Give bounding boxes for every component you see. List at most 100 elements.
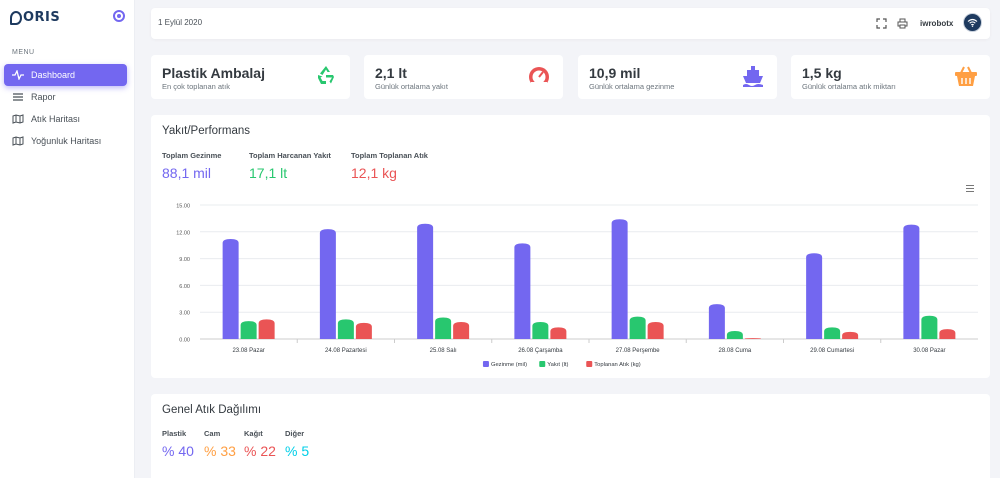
stat-value: 10,9 mil — [589, 65, 641, 81]
legend-swatch — [539, 361, 546, 367]
y-tick-label: 9.00 — [179, 257, 190, 263]
metric-value: % 5 — [285, 443, 310, 459]
logo-mark-icon — [10, 10, 22, 25]
chart-bar — [532, 322, 549, 339]
top-bar: 1 Eylül 2020 iwrobotx — [151, 8, 990, 39]
chart-bar — [453, 322, 470, 339]
app-logo[interactable]: ORIS — [10, 10, 60, 25]
sidebar-item-dashboard[interactable]: Dashboard — [4, 64, 127, 86]
sidebar-item-yogunluk-haritasi[interactable]: Yoğunluk Haritası — [4, 130, 127, 152]
menu-title: MENU — [12, 49, 35, 56]
chart-bar — [514, 243, 531, 339]
stat-value: Plastik Ambalaj — [162, 65, 265, 81]
panel-title: Yakıt/Performans — [162, 125, 250, 137]
stat-card-waste: 1,5 kg Günlük ortalama atık miktarı — [791, 55, 990, 99]
chart-bar — [726, 330, 743, 339]
chart-bar — [806, 253, 823, 339]
chart-bar — [903, 224, 920, 339]
chart-bar — [337, 319, 354, 339]
username[interactable]: iwrobotx — [920, 19, 954, 28]
metric-label: Kağıt — [244, 429, 263, 438]
metric-value: % 22 — [244, 443, 276, 459]
distribution-item-cam: Cam % 33 — [204, 429, 236, 459]
metric-label: Toplam Gezinme — [162, 151, 222, 160]
stat-label: Günlük ortalama atık miktarı — [802, 82, 896, 91]
chart-bar — [629, 316, 646, 339]
fullscreen-icon[interactable] — [876, 18, 887, 29]
distribution-panel: Genel Atık Dağılımı Plastik % 40 Cam % 3… — [151, 394, 990, 478]
chart-bar — [708, 304, 725, 339]
sidebar-item-label: Rapor — [31, 92, 56, 102]
sidebar-item-label: Yoğunluk Haritası — [31, 136, 102, 146]
sidebar-nav: Dashboard Rapor Atık Haritası Yoğunluk H… — [4, 64, 127, 152]
chart-bar — [824, 327, 841, 339]
metric-label: Toplam Harcanan Yakıt — [249, 151, 331, 160]
list-icon — [13, 93, 23, 101]
stat-value: 2,1 lt — [375, 65, 407, 81]
chart-bar — [611, 219, 628, 339]
stat-label: En çok toplanan atık — [162, 82, 230, 91]
metric-value: 12,1 kg — [351, 165, 397, 181]
metric-total-distance: Toplam Gezinme 88,1 mil — [162, 151, 221, 181]
chart-menu-icon[interactable] — [966, 185, 974, 192]
legend-swatch — [482, 361, 489, 367]
sidebar: ORIS MENU Dashboard Rapor Atık Haritası … — [0, 0, 135, 478]
metric-value: 88,1 mil — [162, 165, 212, 181]
y-tick-label: 12.00 — [176, 230, 190, 236]
x-tick-label: 23.08 Pazar — [232, 348, 264, 354]
logo-text: ORIS — [23, 10, 61, 25]
y-tick-label: 6.00 — [179, 284, 190, 290]
settings-icon[interactable] — [113, 10, 125, 22]
chart-bar — [921, 315, 938, 339]
gauge-icon — [529, 67, 549, 88]
x-tick-label: 28.08 Cuma — [719, 348, 752, 354]
chart-bar — [417, 223, 434, 339]
stat-card-distance: 10,9 mil Günlük ortalama gezinme — [578, 55, 777, 99]
metric-value: % 40 — [162, 443, 194, 459]
x-tick-label: 29.08 Cumartesi — [810, 348, 854, 354]
y-tick-label: 3.00 — [179, 311, 190, 317]
metric-value: 17,1 lt — [249, 165, 288, 181]
stat-card-fuel: 2,1 lt Günlük ortalama yakıt — [364, 55, 563, 99]
legend-label: Gezinme (mil) — [491, 362, 527, 368]
panel-title: Genel Atık Dağılımı — [162, 404, 262, 416]
distribution-item-diger: Diğer % 5 — [285, 429, 309, 459]
distribution-item-plastik: Plastik % 40 — [162, 429, 194, 459]
metric-total-waste: Toplam Toplanan Atık 12,1 kg — [351, 151, 428, 181]
chart-bar — [258, 319, 275, 339]
chart-bar — [550, 327, 567, 339]
x-tick-label: 27.08 Perşembe — [616, 348, 661, 354]
avatar[interactable] — [963, 13, 982, 32]
chart-bar — [647, 322, 664, 339]
stat-label: Günlük ortalama yakıt — [375, 82, 448, 91]
ship-icon — [743, 66, 763, 87]
sidebar-item-rapor[interactable]: Rapor — [4, 86, 127, 108]
recycle-icon — [318, 66, 334, 84]
x-tick-label: 24.08 Pazartesi — [325, 348, 367, 354]
map-icon — [12, 114, 24, 124]
stat-value: 1,5 kg — [802, 65, 842, 81]
stat-label: Günlük ortalama gezinme — [589, 82, 675, 91]
performance-chart: 0.00 3.00 6.00 9.00 12.00 15.00 23.08 Pazar 24.… — [176, 204, 978, 368]
metric-label: Cam — [204, 429, 221, 438]
current-date: 1 Eylül 2020 — [158, 18, 203, 27]
legend-label: Yakıt (lt) — [547, 362, 568, 368]
chart-bar — [435, 317, 452, 339]
chart-bar — [842, 331, 859, 339]
x-tick-label: 25.08 Salı — [430, 348, 457, 354]
sidebar-item-label: Atık Haritası — [31, 114, 81, 124]
chart-bar — [744, 338, 761, 339]
metric-label: Plastik — [162, 429, 187, 438]
distribution-item-kagit: Kağıt % 22 — [244, 429, 276, 459]
activity-icon — [12, 70, 24, 80]
metric-label: Toplam Toplanan Atık — [351, 151, 428, 160]
map-icon — [12, 136, 24, 146]
print-icon[interactable] — [897, 18, 908, 29]
chart-bar — [240, 321, 257, 339]
sidebar-item-atik-haritasi[interactable]: Atık Haritası — [4, 108, 127, 130]
chart-bar — [319, 229, 336, 339]
stat-card-most-collected: Plastik Ambalaj En çok toplanan atık — [151, 55, 350, 99]
metric-label: Diğer — [285, 429, 305, 438]
x-tick-label: 30.08 Pazar — [913, 348, 945, 354]
metric-total-fuel: Toplam Harcanan Yakıt 17,1 lt — [249, 151, 331, 181]
